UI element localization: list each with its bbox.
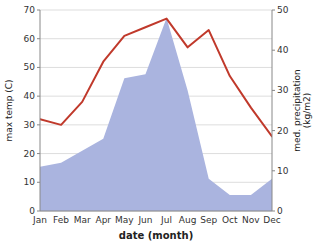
axis-title-line: med. precipitation	[292, 69, 302, 151]
tick-label: Jun	[137, 215, 152, 225]
axis-line	[40, 10, 41, 211]
area	[40, 18, 272, 211]
tick	[272, 211, 275, 212]
tick-label: 30	[24, 120, 36, 130]
tick-label: 40	[24, 91, 36, 101]
tick	[37, 182, 40, 183]
tick	[37, 10, 40, 11]
tick-label: May	[115, 215, 134, 225]
tick-label: 50	[277, 5, 289, 15]
tick	[272, 10, 275, 11]
tick-label: Dec	[263, 215, 280, 225]
grid-line	[40, 10, 272, 11]
axis-title-line: (kg/m2)	[302, 93, 312, 128]
tick-label: 50	[24, 62, 36, 72]
tick-label: 40	[277, 45, 289, 55]
tick	[272, 130, 275, 131]
tick-label: 30	[277, 85, 289, 95]
tick-label: Aug	[179, 215, 197, 225]
tick-label: Feb	[53, 215, 69, 225]
tick-label: Jul	[160, 215, 172, 225]
axis-title: max temp (C)	[4, 79, 14, 141]
grid-line	[40, 38, 272, 39]
tick-label: Nov	[242, 215, 260, 225]
plot-area	[40, 18, 272, 211]
tick	[37, 211, 40, 212]
axis-line	[40, 211, 272, 212]
tick	[272, 50, 275, 51]
axis-line	[272, 10, 273, 211]
axes: 01020304050607001020304050JanFebMarAprMa…	[24, 5, 289, 225]
tick-label: Apr	[95, 215, 111, 225]
tick-label: 60	[24, 34, 36, 44]
tick-label: 10	[277, 166, 289, 176]
tick	[37, 96, 40, 97]
tick-label: Oct	[222, 215, 238, 225]
chart: 01020304050607001020304050JanFebMarAprMa…	[0, 0, 318, 247]
tick-label: 70	[24, 5, 36, 15]
tick-label: Mar	[74, 215, 91, 225]
tick-label: 10	[24, 177, 36, 187]
tick-label: Sep	[200, 215, 217, 225]
line	[40, 19, 272, 137]
grid-line	[40, 211, 272, 212]
tick-label: 20	[277, 126, 289, 136]
axis-title: date (month)	[119, 230, 193, 241]
tick	[37, 67, 40, 68]
tick	[272, 170, 275, 171]
tick	[37, 38, 40, 39]
tick	[272, 90, 275, 91]
grid	[40, 10, 272, 211]
tick	[37, 153, 40, 154]
tick-label: Jan	[32, 215, 47, 225]
axis-title-line: max temp (C)	[4, 79, 14, 141]
axis-title: med. precipitation(kg/m2)	[292, 69, 312, 151]
tick	[37, 124, 40, 125]
tick-label: 20	[24, 149, 36, 159]
